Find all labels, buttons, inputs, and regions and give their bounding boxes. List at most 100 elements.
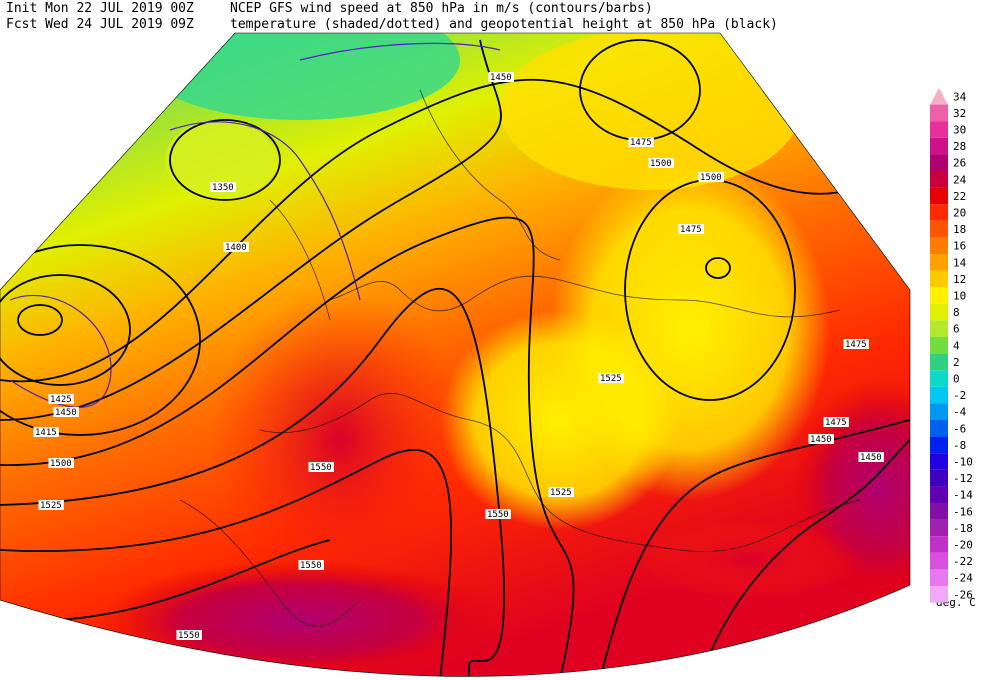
wind-contours: [9, 42, 501, 408]
colorbar-label: -12: [953, 472, 973, 485]
colorbar-box: [930, 187, 948, 205]
colorbar-label: 20: [953, 207, 966, 220]
contour-label-bg: [648, 158, 674, 168]
header-fcst: Fcst Wed 24 JUL 2019 09Z: [6, 17, 194, 32]
colorbar-box: [930, 270, 948, 288]
contour-label-bg: [53, 407, 79, 417]
contour-label: 1475: [845, 340, 867, 350]
colorbar-label: 18: [953, 223, 966, 236]
contour-label: 1425: [50, 395, 72, 405]
colorbar-label: 30: [953, 124, 966, 137]
contour-label: 1450: [55, 408, 77, 418]
colorbar-label: 26: [953, 157, 966, 170]
colorbar-label: 28: [953, 140, 966, 153]
colorbar-box: [930, 121, 948, 138]
contour-label-bg: [678, 224, 704, 234]
colorbar-label: 12: [953, 273, 966, 286]
colorbar-label: -10: [953, 456, 973, 469]
contour-label-bg: [176, 630, 202, 640]
contour-label-bg: [823, 417, 849, 427]
colorbar-box: [930, 436, 948, 454]
colorbar-box: [930, 237, 948, 254]
colorbar-box: [930, 303, 948, 321]
colorbar-label: 4: [953, 339, 960, 352]
colorbar-label: 10: [953, 290, 966, 303]
colorbar-box: [930, 337, 948, 354]
colorbar-box: [930, 469, 948, 487]
contour-label: 1400: [225, 243, 247, 253]
contour-label-bg: [48, 394, 74, 404]
contour-label-bg: [485, 509, 511, 519]
height-contours: [0, 39, 910, 677]
colorbar-label: -16: [953, 505, 973, 518]
contour-label-bg: [858, 452, 884, 462]
contour-label: 1550: [487, 510, 509, 520]
contour-label: 1450: [810, 435, 832, 445]
colorbar-box: [930, 536, 948, 553]
contour-label: 1500: [50, 459, 72, 469]
hot-area: [210, 290, 470, 590]
contour-label: 1500: [650, 159, 672, 169]
contour-label: 1550: [300, 561, 322, 571]
contour-label-bg: [210, 182, 236, 192]
contour-label: 1525: [600, 374, 622, 384]
colorbar-box: [930, 503, 948, 520]
colorbar-cap: [930, 88, 948, 105]
contour-label-bg: [38, 500, 64, 510]
colorbar-box: [930, 154, 948, 171]
contour-label-bg: [548, 487, 574, 497]
colorbar-label: 8: [953, 306, 960, 319]
colorbar-label: 24: [953, 173, 967, 186]
colorbar-label: -20: [953, 539, 973, 552]
colorbar-box: [930, 586, 948, 603]
contour-label-bg: [33, 427, 59, 437]
contour-label-bg: [698, 172, 724, 182]
contour-label: 1500: [700, 173, 722, 183]
colorbar-label: -14: [953, 489, 973, 502]
contour-label: 1450: [860, 453, 882, 463]
colorbar-box: [930, 453, 948, 470]
colorbar-label: -2: [953, 389, 966, 402]
colorbar-box: [930, 370, 948, 387]
colorbar-label: -26: [953, 588, 973, 601]
contour-label-bg: [298, 560, 324, 570]
header-subtitle: temperature (shaded/dotted) and geopoten…: [230, 17, 778, 32]
header-init: Init Mon 22 JUL 2019 00Z: [6, 1, 194, 16]
contour-label: 1415: [35, 428, 57, 438]
colorbar-box: [930, 519, 948, 537]
colorbar-box: [930, 204, 948, 221]
colorbar-label: -4: [953, 406, 967, 419]
warm-area: [500, 33, 800, 190]
colorbar-box: [930, 104, 948, 122]
colorbar-box: [930, 486, 948, 503]
contour-label: 1550: [310, 463, 332, 473]
colorbar-box: [930, 569, 948, 586]
colorbar-label: 32: [953, 107, 966, 120]
colorbar-label: 2: [953, 356, 960, 369]
colorbar-box: [930, 171, 948, 188]
colorbar-label: 16: [953, 240, 966, 253]
contour-label: 1525: [40, 501, 62, 511]
colorbar-box: [930, 287, 948, 304]
colorbar-label: 6: [953, 323, 960, 336]
colorbar-box: [930, 420, 948, 437]
colorbar-box: [930, 320, 948, 337]
colorbar-label: -22: [953, 555, 973, 568]
contour-label-bg: [223, 242, 249, 252]
colorbar-label: -8: [953, 439, 966, 452]
colorbar-box: [930, 552, 948, 570]
contour-label-bg: [308, 462, 334, 472]
contour-label-bg: [488, 72, 514, 82]
colorbar-box: [930, 220, 948, 238]
colorbar-label: -18: [953, 522, 973, 535]
map-border: [0, 32, 911, 677]
colorbar-label: 22: [953, 190, 966, 203]
contour-label: 1475: [630, 138, 652, 148]
warm-area: [440, 310, 680, 530]
colorbar-label: -6: [953, 422, 966, 435]
colorbar-label: 34: [953, 90, 967, 103]
colorbar-box: [930, 386, 948, 404]
hot-area: [640, 520, 860, 600]
